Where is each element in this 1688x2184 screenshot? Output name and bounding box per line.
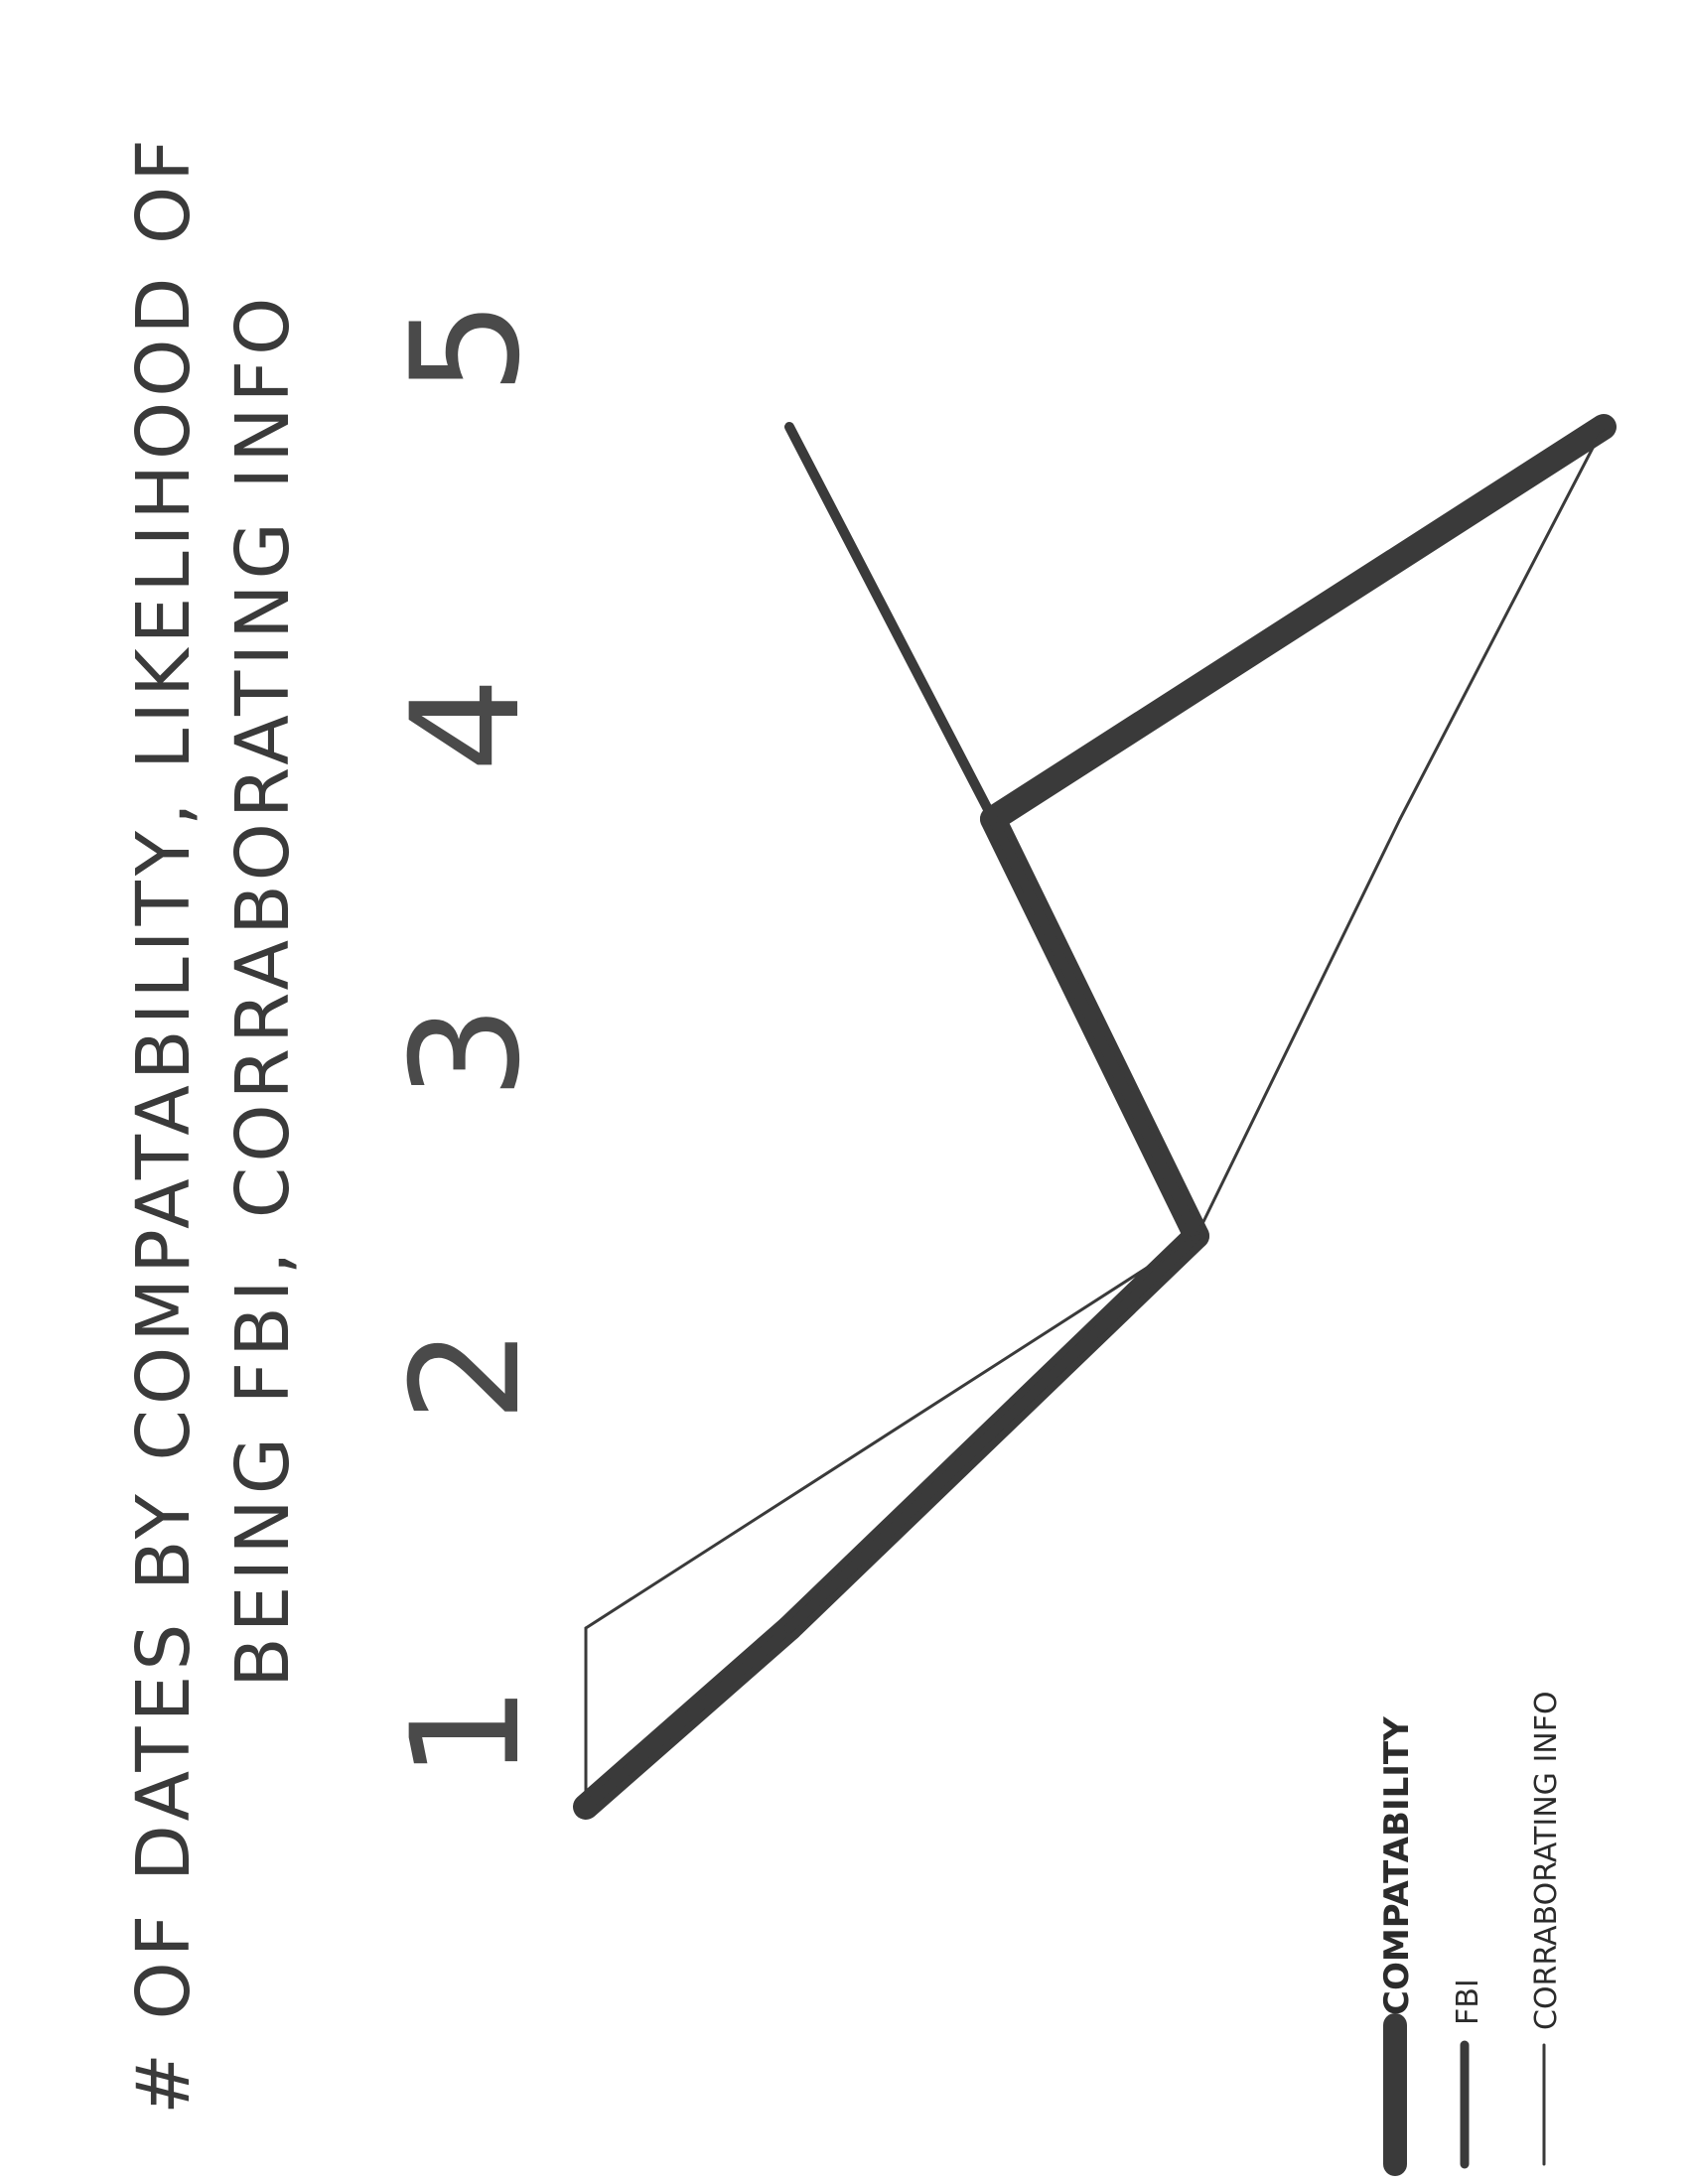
legend-label-fbi: FBI [1451,1979,1485,2025]
x-tick-label-3: 3 [380,1005,553,1099]
series-compatability [573,414,1617,1820]
x-tick-label-2: 2 [380,1327,553,1422]
x-tick-label-4: 4 [380,677,553,771]
series-fbi-segment-4 [784,422,998,824]
x-tick-label-1: 1 [380,1685,553,1779]
chart-title: # OF DATES BY COMPATABILITY, LIKELIHOOD … [121,134,306,2115]
series-fbi-segment-1 [581,1623,794,1812]
chart-title-line-2: BEING FBI, CORRABORATING INFO [220,293,306,1688]
legend: COMPATABILITY FBI CORRABORATING INFO [1377,1691,1564,2176]
series-compatability-segment-4 [980,414,1617,832]
series-layer [573,414,1617,1820]
series-corraborating-info-segment-2 [584,1234,1198,1630]
series-corraborating-info [584,425,1606,1809]
series-corraborating-info-segment-3 [1195,817,1402,1238]
series-fbi-segment-2 [784,1231,1201,1633]
series-fbi [581,422,1201,1812]
legend-label-corraborating-info: CORRABORATING INFO [1529,1691,1564,2030]
x-tick-labels: 1 2 3 4 5 [380,300,553,1779]
series-corraborating-info-segment-4 [1398,425,1606,821]
x-tick-label-5: 5 [380,300,553,394]
series-fbi-segment-3 [988,814,1201,1241]
legend-label-compatability: COMPATABILITY [1377,1716,1417,2015]
chart-title-line-1: # OF DATES BY COMPATABILITY, LIKELIHOOD … [121,134,207,2115]
